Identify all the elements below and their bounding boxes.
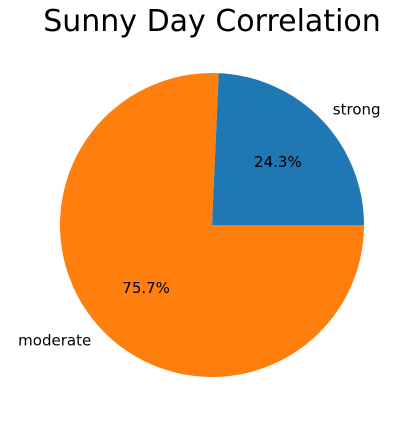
pie-slice-strong — [212, 73, 364, 225]
slice-label-strong: strong — [333, 100, 381, 118]
slice-percent-strong: 24.3% — [254, 153, 302, 171]
slice-label-moderate: moderate — [18, 332, 91, 350]
pie-slices — [59, 73, 364, 377]
pie-slice-moderate — [59, 73, 364, 377]
pie-labels: strong 24.3% moderate 75.7% — [18, 100, 380, 349]
slice-percent-moderate: 75.7% — [122, 279, 170, 297]
chart-title: Sunny Day Correlation — [43, 4, 381, 39]
